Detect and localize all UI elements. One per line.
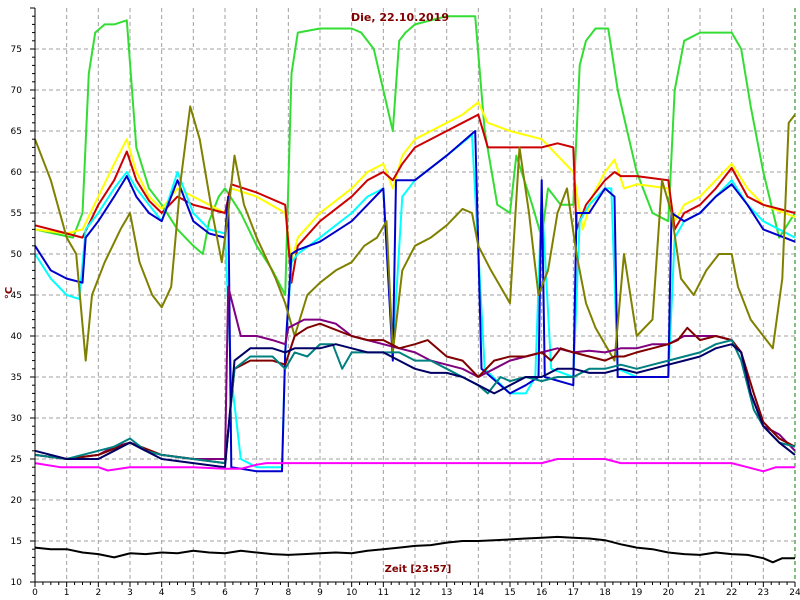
x-tick-label: 6 <box>222 588 228 598</box>
y-tick-label: 10 <box>11 578 23 588</box>
y-tick-label: 25 <box>11 455 22 465</box>
x-tick-label: 13 <box>441 588 452 598</box>
y-tick-label: 30 <box>11 414 23 424</box>
x-tick-label: 12 <box>409 588 420 598</box>
y-tick-label: 70 <box>11 86 23 96</box>
x-tick-label: 21 <box>694 588 705 598</box>
x-tick-label: 24 <box>789 588 800 598</box>
series-line-11 <box>34 458 795 473</box>
y-tick-label: 50 <box>11 250 23 260</box>
x-tick-label: 14 <box>473 588 485 598</box>
y-tick-label: 40 <box>11 332 23 342</box>
y-axis-label: °C <box>4 287 15 299</box>
y-tick-label: 55 <box>11 209 22 219</box>
y-tick-label: 15 <box>11 537 22 547</box>
y-tick-label: 35 <box>11 373 22 383</box>
x-tick-label: 20 <box>663 588 675 598</box>
x-tick-label: 17 <box>568 588 579 598</box>
series-line-12 <box>34 535 795 564</box>
series-line-8 <box>34 322 796 465</box>
x-tick-label: 19 <box>631 588 643 598</box>
x-tick-label: 10 <box>346 588 358 598</box>
series-lines <box>34 15 796 564</box>
x-tick-label: 1 <box>64 588 70 598</box>
x-tick-label: 15 <box>504 588 515 598</box>
series-line-7 <box>34 285 796 460</box>
series-line-5 <box>34 130 796 473</box>
x-tick-label: 9 <box>317 588 323 598</box>
x-tick-label: 4 <box>159 588 165 598</box>
series-line-1 <box>34 15 796 296</box>
y-tick-label: 75 <box>11 45 22 55</box>
x-tick-label: 23 <box>758 588 769 598</box>
series-line-6 <box>34 105 796 362</box>
y-tick-label: 60 <box>11 168 23 178</box>
y-tick-label: 20 <box>11 496 23 506</box>
x-tick-label: 3 <box>127 588 133 598</box>
series-line-3 <box>34 113 796 284</box>
y-tick-label: 65 <box>11 127 22 137</box>
x-tick-label: 22 <box>726 588 737 598</box>
x-tick-label: 11 <box>378 588 389 598</box>
y-tick-label: 45 <box>11 291 22 301</box>
x-tick-label: 2 <box>95 588 101 598</box>
x-tick-label: 8 <box>285 588 291 598</box>
x-tick-labels: 0 1 2 3 4 5 6 7 8 9 10 11 12 13 14 15 16 17 18 19 20 21 22 23 24 <box>32 588 800 598</box>
x-tick-label: 18 <box>599 588 611 598</box>
chart-title: Die, 22.10.2019 <box>351 11 449 24</box>
x-tick-label: 16 <box>536 588 548 598</box>
y-tick-labels: 10 15 20 25 30 35 40 45 50 55 60 65 70 75 <box>11 45 23 588</box>
x-tick-label: 7 <box>254 588 260 598</box>
series-line-10 <box>34 343 796 469</box>
x-tick-label: 5 <box>190 588 196 598</box>
x-tick-label: 0 <box>32 588 38 598</box>
x-axis-label: Zeit [23:57] <box>385 564 452 575</box>
axes <box>30 7 796 587</box>
